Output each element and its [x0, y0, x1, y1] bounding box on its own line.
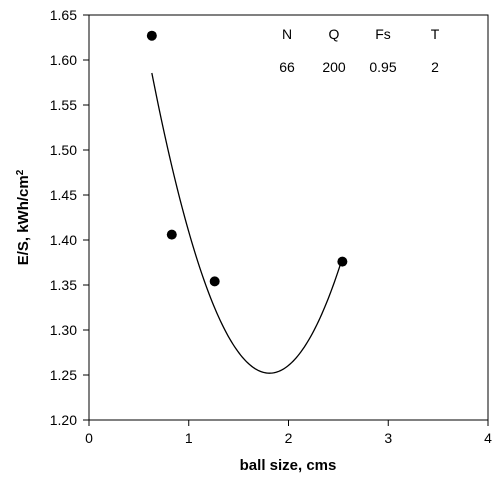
- y-axis-title-superscript: 2: [15, 169, 26, 175]
- y-axis: 1.20 1.25 1.30 1.35 1.40 1.45 1.50 1.55 1.60 1.65: [50, 7, 89, 428]
- y-axis-title: E/S, kWh/cm2: [15, 169, 33, 265]
- plot-area: [88, 14, 489, 421]
- y-tick-label-9: 1.65: [50, 7, 77, 23]
- y-tick-label-7: 1.55: [50, 97, 77, 113]
- annotation-value-n: 66: [279, 59, 295, 75]
- data-point-2: [209, 276, 220, 287]
- annotation-table: N Q Fs T 66 200 0.95 2: [279, 26, 440, 75]
- data-point-0: [146, 30, 157, 41]
- fit-curve: [151, 72, 343, 374]
- data-points: [146, 30, 348, 287]
- annotation-value-t: 2: [431, 59, 439, 75]
- y-tick-label-4: 1.40: [50, 232, 77, 248]
- y-tick-label-8: 1.60: [50, 52, 77, 68]
- annotation-value-fs: 0.95: [369, 59, 396, 75]
- data-point-3: [337, 256, 348, 267]
- annotation-header-t: T: [431, 26, 440, 42]
- annotation-header-fs: Fs: [375, 26, 391, 42]
- x-tick-label-4: 4: [484, 430, 492, 446]
- y-tick-label-5: 1.45: [50, 187, 77, 203]
- x-tick-label-0: 0: [85, 430, 93, 446]
- x-tick-label-1: 1: [185, 430, 193, 446]
- annotation-header-n: N: [282, 26, 292, 42]
- plot-frame: [88, 14, 489, 421]
- x-tick-label-3: 3: [384, 430, 392, 446]
- data-point-1: [166, 229, 177, 240]
- y-tick-label-2: 1.30: [50, 322, 77, 338]
- annotation-header-q: Q: [329, 26, 340, 42]
- annotation-value-q: 200: [322, 59, 346, 75]
- y-tick-label-3: 1.35: [50, 277, 77, 293]
- x-axis-title: ball size, cms: [240, 457, 337, 474]
- y-tick-label-1: 1.25: [50, 367, 77, 383]
- x-axis: 0 1 2 3 4: [85, 420, 492, 446]
- y-tick-label-6: 1.50: [50, 142, 77, 158]
- y-tick-label-0: 1.20: [50, 412, 77, 428]
- x-tick-label-2: 2: [285, 430, 293, 446]
- y-axis-title-main: E/S, kWh/cm: [15, 175, 32, 265]
